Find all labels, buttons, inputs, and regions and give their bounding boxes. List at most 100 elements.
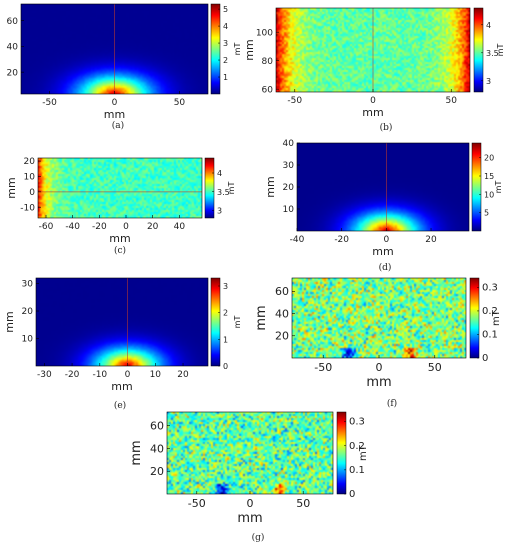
x-tick-label: 0	[112, 98, 118, 108]
colorbar-label: mT	[227, 182, 236, 195]
panel-caption: (c)	[114, 245, 126, 256]
y-tick-label: 30	[22, 280, 34, 290]
x-axis-label: mm	[237, 511, 262, 526]
heatmap-image	[297, 143, 469, 231]
colorbar-gradient	[210, 3, 221, 95]
colorbar-tick-label: 0.1	[349, 465, 365, 476]
x-tick-label: -50	[188, 497, 206, 510]
x-tick-label: -60	[39, 222, 54, 232]
colorbar: 0 1 2 3 mT	[210, 277, 242, 371]
colorbar-tick-label: 2	[223, 309, 228, 318]
y-axis-label: mm	[129, 440, 144, 465]
x-tick-label: -40	[290, 235, 305, 245]
colorbar-tick-label: 1	[223, 73, 228, 82]
colorbar-tick-label: 5	[223, 5, 228, 14]
y-tick-label: 20	[283, 183, 295, 193]
y-tick-label: 40	[283, 139, 295, 149]
colorbar-tick-label: 4	[223, 22, 228, 31]
heatmap-image	[167, 412, 333, 494]
x-axis-label: mm	[366, 375, 391, 390]
x-axis-label: mm	[111, 380, 132, 393]
colorbar-gradient	[204, 157, 215, 219]
x-tick-label: 20	[425, 235, 437, 245]
x-tick-label: -20	[65, 370, 80, 380]
y-axis-label: mm	[254, 305, 269, 330]
x-tick-label: -20	[92, 222, 107, 232]
colorbar-tick-label: 0.2	[349, 441, 365, 452]
heatmap-image	[38, 158, 202, 218]
panel-caption: (d)	[379, 262, 392, 273]
x-tick-label: 0	[370, 96, 376, 106]
x-axis-label: mm	[372, 245, 393, 258]
y-tick-label: 60	[275, 285, 289, 298]
colorbar-label: mT	[233, 316, 242, 329]
colorbar-tick-label: 3	[223, 39, 228, 48]
panel-c: -60 -40 -20 0 20 40 -10 0 10 20 mm mm 3 3.5 4 mT (c)	[5, 157, 236, 256]
colorbar: 3 3.5 4 mT	[204, 157, 236, 219]
y-tick-label: 20	[22, 307, 34, 317]
colorbar-tick-label: 4	[486, 21, 491, 30]
colorbar-tick-label: 3	[486, 77, 491, 86]
x-tick-label: 10	[150, 370, 162, 380]
x-tick-label: 50	[296, 497, 310, 510]
y-tick-label: 60	[7, 17, 19, 27]
colorbar-tick-label: 5	[484, 209, 489, 218]
x-tick-label: -40	[65, 222, 80, 232]
y-axis-label: mm	[0, 38, 1, 59]
x-tick-label: 0	[123, 222, 129, 232]
x-tick-label: -50	[42, 98, 57, 108]
x-tick-label: -30	[37, 370, 52, 380]
x-tick-label: 20	[177, 370, 189, 380]
colorbar-gradient	[469, 277, 480, 359]
y-tick-label: 20	[275, 330, 289, 343]
x-tick-label: 50	[445, 96, 457, 106]
colorbar-label: mT	[496, 44, 505, 57]
colorbar: 5 10 15 20 mT	[471, 142, 503, 232]
panel-caption: (b)	[380, 122, 393, 133]
y-tick-label: 80	[262, 57, 274, 67]
y-tick-label: 10	[22, 335, 34, 345]
colorbar-tick-label: 10	[484, 190, 494, 199]
colorbar-tick-label: 1	[223, 335, 228, 344]
y-tick-label: 20	[7, 68, 19, 78]
panel-caption: (a)	[112, 120, 124, 131]
colorbar-tick-label: 0	[482, 353, 488, 364]
y-tick-label: 0	[29, 188, 35, 198]
y-tick-label: -10	[20, 203, 35, 213]
y-tick-label: 60	[150, 420, 164, 433]
colorbar-tick-label: 3	[223, 282, 228, 291]
heatmap-image	[36, 278, 208, 366]
x-tick-label: 0	[125, 370, 131, 380]
x-tick-label: 0	[376, 361, 383, 374]
x-tick-label: -50	[287, 96, 302, 106]
x-tick-label: 40	[174, 222, 186, 232]
colorbar-tick-label: 20	[484, 154, 494, 163]
x-axis-label: mm	[104, 108, 125, 121]
colorbar-tick-label: 0.3	[349, 417, 365, 428]
panel-caption: (g)	[252, 532, 265, 543]
colorbar-label: mT	[358, 444, 369, 461]
x-tick-label: -20	[334, 235, 349, 245]
x-tick-label: -50	[314, 361, 332, 374]
y-axis-label: mm	[264, 176, 277, 197]
x-tick-label: 50	[428, 361, 442, 374]
panel-caption: (e)	[114, 400, 126, 411]
x-tick-label: 0	[247, 497, 254, 510]
colorbar-tick-label: 0	[223, 362, 228, 371]
colorbar: 1 2 3 4 5 mT	[210, 3, 242, 95]
colorbar-label: mT	[233, 43, 242, 56]
colorbar-gradient	[336, 411, 347, 495]
y-tick-label: 60	[262, 85, 274, 95]
colorbar-gradient	[471, 142, 482, 232]
plot-frame	[35, 277, 209, 367]
colorbar-label: mT	[494, 181, 503, 194]
y-tick-label: 40	[7, 43, 19, 53]
colorbar-tick-label: 3.5	[486, 49, 499, 58]
y-axis-label: mm	[3, 311, 16, 332]
panel-d: -40 -20 0 20 10 20 30 40 mm mm 5 10 15 20 mT (d)	[264, 139, 503, 273]
